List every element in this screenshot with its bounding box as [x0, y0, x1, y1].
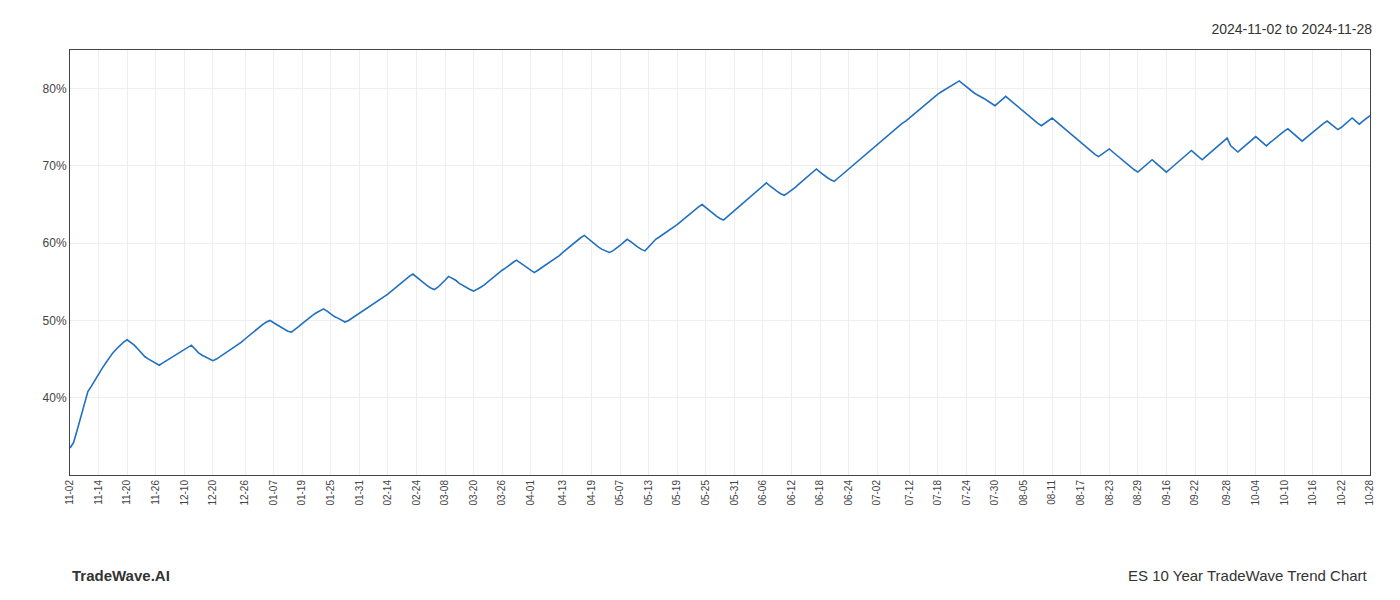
svg-text:01-07: 01-07: [268, 480, 279, 506]
svg-text:10-16: 10-16: [1307, 480, 1318, 506]
svg-text:08-11: 08-11: [1046, 480, 1057, 505]
svg-text:12-10: 12-10: [179, 480, 190, 506]
svg-text:TradeWave.AI: TradeWave.AI: [72, 567, 170, 584]
svg-text:10-28: 10-28: [1364, 480, 1375, 506]
svg-text:07-30: 07-30: [989, 480, 1000, 506]
svg-text:12-20: 12-20: [207, 480, 218, 506]
svg-text:03-20: 03-20: [468, 480, 479, 506]
svg-text:11-20: 11-20: [121, 480, 132, 505]
svg-text:12-26: 12-26: [239, 480, 250, 506]
svg-text:07-12: 07-12: [904, 480, 915, 506]
svg-text:06-18: 06-18: [814, 480, 825, 506]
svg-text:06-12: 06-12: [786, 480, 797, 506]
svg-text:08-17: 08-17: [1075, 480, 1086, 506]
svg-text:08-23: 08-23: [1104, 480, 1115, 506]
svg-text:04-13: 04-13: [557, 480, 568, 506]
svg-text:07-02: 07-02: [871, 480, 882, 506]
svg-text:11-14: 11-14: [93, 480, 104, 505]
svg-text:50%: 50%: [43, 314, 67, 328]
svg-text:06-24: 06-24: [843, 480, 854, 506]
svg-text:05-31: 05-31: [729, 480, 740, 506]
svg-text:08-29: 08-29: [1132, 480, 1143, 506]
svg-text:06-06: 06-06: [757, 480, 768, 506]
svg-text:70%: 70%: [43, 159, 67, 173]
svg-text:08-05: 08-05: [1018, 480, 1029, 506]
svg-text:10-10: 10-10: [1279, 480, 1290, 506]
svg-text:05-07: 05-07: [614, 480, 625, 506]
svg-text:03-26: 03-26: [496, 480, 507, 506]
svg-text:04-01: 04-01: [525, 480, 536, 506]
svg-text:11-26: 11-26: [150, 480, 161, 505]
svg-text:05-19: 05-19: [671, 480, 682, 506]
svg-text:01-31: 01-31: [354, 480, 365, 506]
svg-text:03-08: 03-08: [439, 480, 450, 506]
svg-text:80%: 80%: [43, 82, 67, 96]
svg-text:2024-11-02 to 2024-11-28: 2024-11-02 to 2024-11-28: [1211, 21, 1372, 37]
svg-text:07-24: 07-24: [961, 480, 972, 506]
svg-text:02-24: 02-24: [411, 480, 422, 506]
svg-text:11-02: 11-02: [64, 480, 75, 505]
svg-text:09-22: 09-22: [1189, 480, 1200, 506]
svg-text:02-14: 02-14: [382, 480, 393, 506]
svg-text:60%: 60%: [43, 236, 67, 250]
svg-text:05-25: 05-25: [700, 480, 711, 506]
svg-text:40%: 40%: [43, 391, 67, 405]
svg-text:01-19: 01-19: [296, 480, 307, 506]
svg-text:04-19: 04-19: [586, 480, 597, 506]
svg-text:07-18: 07-18: [932, 480, 943, 506]
svg-text:10-22: 10-22: [1336, 480, 1347, 506]
svg-text:01-25: 01-25: [325, 480, 336, 506]
svg-text:10-04: 10-04: [1250, 480, 1261, 506]
svg-text:ES 10 Year TradeWave Trend Cha: ES 10 Year TradeWave Trend Chart: [1128, 567, 1368, 584]
svg-text:09-28: 09-28: [1221, 480, 1232, 506]
svg-text:05-13: 05-13: [643, 480, 654, 506]
svg-text:09-16: 09-16: [1161, 480, 1172, 506]
